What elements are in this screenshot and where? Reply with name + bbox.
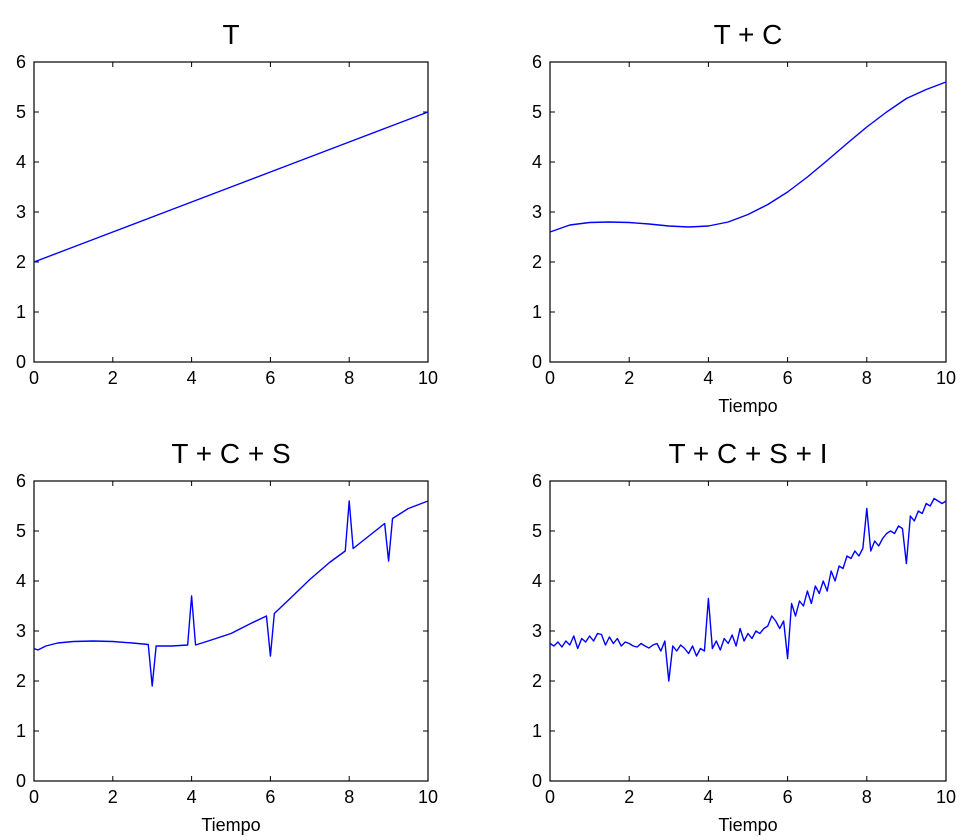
x-tick-label: 4 [187,368,197,388]
y-tick-label: 1 [532,721,542,741]
x-tick-label: 6 [783,787,793,807]
y-tick-label: 2 [532,671,542,691]
chart-title: T + C + S [171,438,290,469]
series-line [33,111,429,263]
series-line [549,81,947,233]
chart-title: T + C + S + I [668,438,827,469]
y-tick-label: 2 [16,671,26,691]
x-tick-label: 2 [624,368,634,388]
x-tick-label: 0 [545,787,555,807]
plot-area-frame [549,480,947,782]
y-tick-label: 4 [16,152,26,172]
y-tick-label: 5 [532,102,542,122]
series-line [33,500,429,687]
y-tick-label: 5 [532,521,542,541]
y-tick-label: 1 [16,302,26,322]
plot-area-frame [549,61,947,363]
y-tick-label: 3 [16,202,26,222]
subplot-1: T 0 2 4 6 8 10 0 1 2 3 4 5 6 [16,19,438,388]
x-tick-label: 10 [418,368,438,388]
x-tick-label: 8 [344,787,354,807]
y-tick-label: 5 [16,521,26,541]
y-tick-label: 3 [532,621,542,641]
x-tick-label: 2 [108,368,118,388]
x-tick-label: 10 [418,787,438,807]
subplot-4: T + C + S + I 0 2 4 6 8 10 0 1 2 3 4 5 6 Tiempo [532,438,956,835]
y-tick-label: 6 [16,52,26,72]
x-tick-label: 8 [344,368,354,388]
y-tick-label: 6 [532,471,542,491]
subplot-2: T + C 0 2 4 6 8 10 0 1 2 3 4 5 6 Tiempo [532,19,956,416]
y-tick-label: 3 [532,202,542,222]
x-tick-label: 4 [703,368,713,388]
series-line [549,497,947,682]
y-tick-label: 1 [16,721,26,741]
y-tick-label: 0 [532,352,542,372]
y-tick-label: 4 [532,152,542,172]
y-tick-label: 0 [16,352,26,372]
x-tick-label: 4 [703,787,713,807]
x-axis-label: Tiempo [718,815,777,835]
y-tick-label: 3 [16,621,26,641]
y-tick-label: 0 [532,771,542,791]
x-tick-label: 2 [624,787,634,807]
chart-title: T + C [714,19,783,50]
x-axis-label: Tiempo [718,396,777,416]
x-tick-label: 6 [783,368,793,388]
x-tick-label: 8 [862,368,872,388]
x-tick-label: 10 [936,787,956,807]
y-tick-label: 6 [16,471,26,491]
x-tick-label: 0 [29,368,39,388]
chart-title: T [222,19,239,50]
x-tick-label: 4 [187,787,197,807]
y-tick-label: 4 [16,571,26,591]
x-tick-label: 0 [29,787,39,807]
y-tick-label: 6 [532,52,542,72]
y-tick-label: 0 [16,771,26,791]
plot-area-frame [33,480,429,782]
x-tick-label: 0 [545,368,555,388]
x-axis-label: Tiempo [201,815,260,835]
y-tick-label: 4 [532,571,542,591]
x-tick-label: 8 [862,787,872,807]
y-tick-label: 2 [16,252,26,272]
y-tick-label: 1 [532,302,542,322]
plot-area-frame [33,61,429,363]
y-tick-label: 5 [16,102,26,122]
x-tick-label: 6 [265,368,275,388]
y-tick-label: 2 [532,252,542,272]
x-tick-label: 6 [265,787,275,807]
x-tick-label: 2 [108,787,118,807]
x-tick-label: 10 [936,368,956,388]
